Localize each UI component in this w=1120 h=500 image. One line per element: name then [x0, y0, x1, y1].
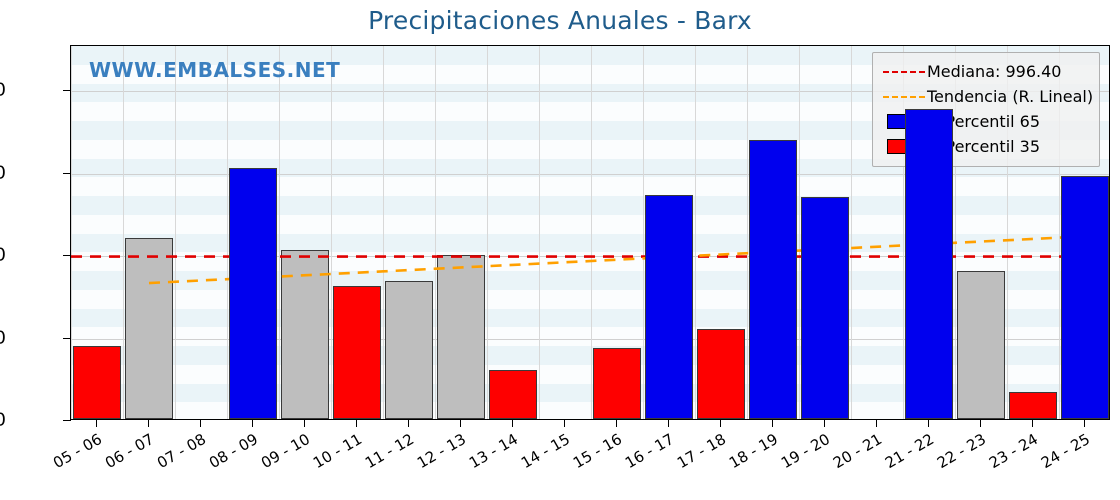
x-tick-mark	[876, 420, 878, 427]
gridline-v	[591, 46, 592, 419]
bar-22-23[interactable]	[957, 270, 1005, 419]
bar-13-14[interactable]	[489, 370, 537, 419]
bar-11-12[interactable]	[385, 281, 433, 419]
background-band	[71, 83, 1109, 103]
legend[interactable]: Mediana: 996.40 Tendencia (R. Lineal) > Pe…	[872, 52, 1100, 167]
y-tick-mark	[63, 172, 71, 174]
bar-24-25[interactable]	[1061, 175, 1109, 419]
x-tick-mark	[772, 420, 774, 427]
legend-label: Mediana: 996.40	[927, 62, 1062, 81]
bar-16-17[interactable]	[645, 195, 693, 419]
background-band	[71, 308, 1109, 328]
x-tick-mark	[512, 420, 514, 427]
x-tick-mark	[928, 420, 930, 427]
gridline-v	[227, 46, 228, 419]
x-tick-mark	[1084, 420, 1086, 427]
gridline-v	[279, 46, 280, 419]
vertical-gridlines	[71, 46, 1109, 419]
bar-19-20[interactable]	[801, 197, 849, 419]
gridline-v	[435, 46, 436, 419]
legend-dashed-line-swatch	[883, 70, 925, 73]
gridline-v	[487, 46, 488, 419]
x-tick-mark	[668, 420, 670, 427]
gridline-v	[643, 46, 644, 419]
bar-10-11[interactable]	[333, 286, 381, 419]
bar-17-18[interactable]	[697, 329, 745, 419]
gridline-v	[955, 46, 956, 419]
legend-label: Tendencia (R. Lineal)	[927, 87, 1094, 106]
gridline-v	[71, 46, 72, 419]
y-tick-label: 0	[0, 409, 6, 431]
bar-12-13[interactable]	[437, 255, 485, 419]
x-tick-mark	[356, 420, 358, 427]
x-tick-mark	[200, 420, 202, 427]
y-tick-label: 1500	[0, 162, 6, 183]
gridline-v	[123, 46, 124, 419]
legend-item-0[interactable]: Mediana: 996.40	[881, 59, 1091, 84]
y-tick-mark	[63, 90, 71, 92]
gridline-v	[799, 46, 800, 419]
y-tick-label: 1000	[0, 244, 6, 266]
legend-item-1[interactable]: Tendencia (R. Lineal)	[881, 84, 1094, 109]
x-tick-mark	[148, 420, 150, 427]
x-tick-mark	[304, 420, 306, 427]
watermark: WWW.EMBALSES.NET	[89, 58, 341, 82]
x-tick-mark	[1032, 420, 1034, 427]
y-tick-mark	[63, 337, 71, 339]
x-tick-mark	[720, 420, 722, 427]
bar-23-24[interactable]	[1009, 391, 1057, 419]
gridline-v	[175, 46, 176, 419]
background-band	[71, 196, 1109, 215]
legend-label: < Percentil 35	[927, 137, 1041, 156]
legend-label: > Percentil 65	[927, 112, 1041, 131]
background-band	[71, 346, 1109, 365]
gridline-v	[539, 46, 540, 419]
bar-06-07[interactable]	[125, 238, 173, 419]
x-tick-mark	[460, 420, 462, 427]
gridline-h	[71, 173, 1109, 175]
x-tick-mark	[96, 420, 98, 427]
bar-21-22[interactable]	[905, 108, 953, 419]
gridline-v	[851, 46, 852, 419]
background-bands	[71, 46, 1109, 419]
background-band	[71, 121, 1109, 140]
x-tick-mark	[616, 420, 618, 427]
bar-15-16[interactable]	[593, 348, 641, 419]
gridline-v	[903, 46, 904, 419]
background-band	[71, 271, 1109, 290]
y-tick-label: 500	[0, 327, 6, 348]
x-tick-mark	[252, 420, 254, 427]
y-tick-mark	[63, 255, 71, 257]
x-tick-mark	[564, 420, 566, 427]
x-tick-mark	[980, 420, 982, 427]
trend-line	[148, 233, 1112, 285]
bar-18-19[interactable]	[749, 139, 797, 419]
legend-dashed-line-swatch	[883, 95, 925, 98]
background-band	[71, 158, 1109, 178]
bar-05-06[interactable]	[73, 345, 121, 419]
gridline-h	[71, 338, 1109, 340]
x-tick-mark	[408, 420, 410, 427]
background-band	[71, 383, 1109, 403]
bar-09-10[interactable]	[281, 250, 329, 419]
gridline-v	[695, 46, 696, 419]
y-tick-mark	[63, 420, 71, 422]
gridline-v	[1007, 46, 1008, 419]
background-band	[71, 233, 1109, 253]
x-tick-mark	[824, 420, 826, 427]
gridline-v	[747, 46, 748, 419]
gridline-v	[1059, 46, 1060, 419]
gridline-h	[71, 91, 1109, 92]
bar-08-09[interactable]	[229, 168, 277, 419]
background-band	[71, 46, 1109, 65]
page-title: Precipitaciones Anuales - Barx	[368, 6, 752, 35]
gridline-v	[331, 46, 332, 419]
y-tick-label: 2000	[0, 79, 6, 101]
gridline-v	[383, 46, 384, 419]
